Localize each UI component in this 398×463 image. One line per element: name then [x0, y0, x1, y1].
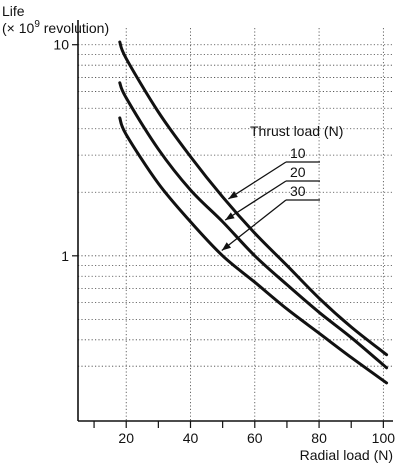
- legend: Thrust load (N) 10 20 30: [221, 123, 343, 252]
- legend-title: Thrust load (N): [250, 123, 343, 139]
- legend-label-10: 10: [290, 145, 306, 161]
- series-layer: [118, 40, 389, 385]
- tick-layer: 20 40 60 80 100 1 10: [53, 37, 395, 446]
- x-tick-label: 80: [311, 430, 327, 446]
- y-tick-label: 1: [61, 248, 69, 264]
- legend-arrow-20: [225, 212, 235, 221]
- y-axis-title: Life: [2, 3, 25, 19]
- x-tick-label: 60: [247, 430, 263, 446]
- legend-label-20: 20: [290, 164, 306, 180]
- legend-leader-10: [228, 161, 287, 200]
- series-line-thrust-10: [118, 40, 389, 357]
- y-axis-unit: (× 109 revolution): [2, 19, 109, 36]
- axis-titles: Life (× 109 revolution) Radial load (N): [2, 3, 393, 463]
- y-axis-unit-suffix: revolution): [40, 20, 109, 36]
- series-line-thrust-20: [118, 81, 389, 370]
- grid-layer: [78, 28, 393, 421]
- legend-leader-20: [224, 180, 287, 221]
- x-axis-title: Radial load (N): [300, 447, 393, 463]
- legend-arrow-10: [228, 191, 238, 199]
- x-tick-label: 100: [372, 430, 396, 446]
- series-line-thrust-30: [118, 116, 389, 385]
- legend-arrow-30: [221, 242, 232, 251]
- y-axis-unit-exponent: 9: [34, 19, 40, 30]
- legend-label-30: 30: [290, 183, 306, 199]
- x-tick-label: 20: [118, 430, 134, 446]
- y-axis-unit-prefix: (× 10: [2, 20, 35, 36]
- axes: [77, 20, 393, 422]
- legend-leader-30: [221, 199, 287, 252]
- y-tick-label: 10: [53, 37, 69, 53]
- x-tick-label: 40: [183, 430, 199, 446]
